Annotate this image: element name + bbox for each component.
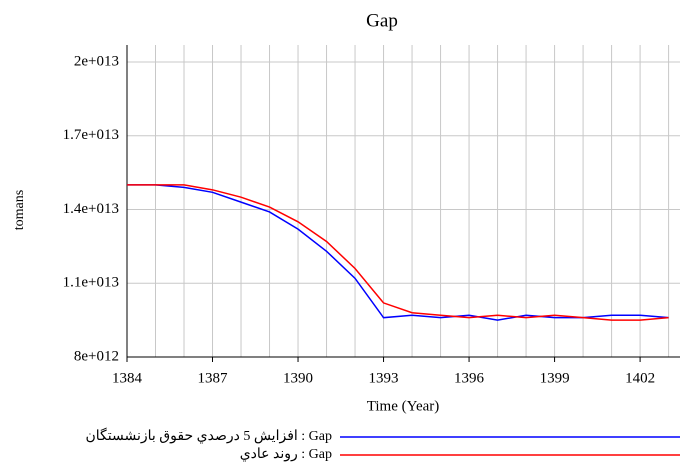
x-tick-label: 1399 (540, 370, 570, 386)
x-axis-label: Time (Year) (367, 398, 440, 414)
chart-title: Gap (366, 10, 398, 31)
legend-label: روند عادي : Gap (240, 447, 332, 462)
y-tick-label: 1.1e+013 (63, 275, 119, 291)
legend-label: افزايش 5 درصدي حقوق بازنشستگان : Gap (86, 427, 333, 444)
x-tick-label: 1396 (454, 370, 485, 386)
x-tick-label: 1384 (112, 370, 143, 386)
y-axis-label: tomans (12, 190, 27, 230)
x-tick-label: 1387 (198, 370, 229, 386)
series-line (127, 184, 669, 321)
y-tick-label: 1.4e+013 (63, 201, 119, 217)
x-tick-label: 1402 (625, 370, 655, 386)
y-tick-label: 8e+012 (74, 348, 119, 364)
y-tick-label: 2e+013 (74, 53, 119, 69)
x-tick-label: 1393 (369, 370, 399, 386)
y-tick-label: 1.7e+013 (63, 127, 119, 143)
series-line (127, 184, 669, 321)
x-tick-label: 1390 (283, 370, 313, 386)
